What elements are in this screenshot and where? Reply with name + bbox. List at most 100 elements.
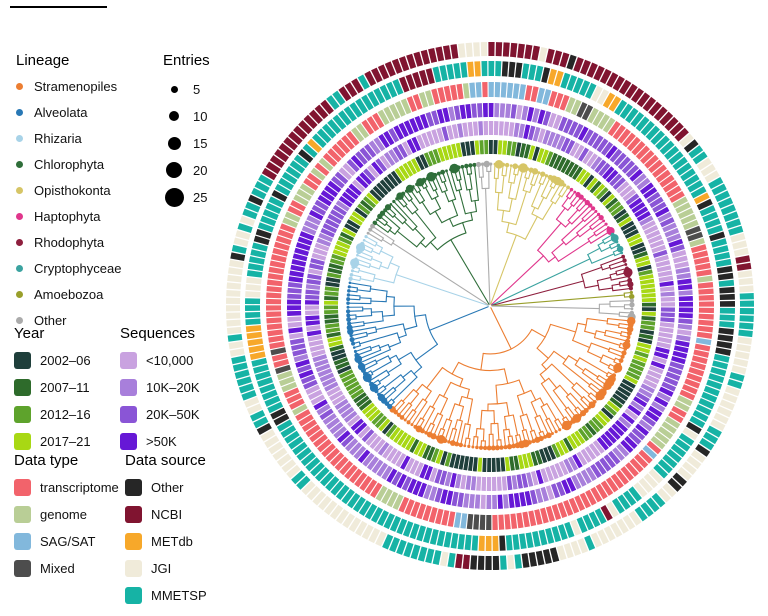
legend-year-items: 2002–06 2007–11 2012–16 2017–21 bbox=[14, 352, 91, 450]
data-source-item-label: JGI bbox=[151, 561, 172, 576]
data-type-item: transcriptome bbox=[14, 479, 119, 496]
data-source-item: Other bbox=[125, 479, 207, 496]
lineage-item-label: Chlorophyta bbox=[34, 156, 105, 172]
data-source-color-swatch bbox=[125, 533, 142, 550]
data-source-item: MMETSP bbox=[125, 587, 207, 604]
data-type-color-swatch bbox=[14, 560, 31, 577]
ring-data-type bbox=[265, 81, 715, 531]
data-source-item: METdb bbox=[125, 533, 207, 550]
entries-item: 25 bbox=[163, 187, 210, 207]
lineage-color-dot bbox=[16, 238, 23, 246]
sequences-item-label: >50K bbox=[146, 434, 177, 449]
entries-item: 20 bbox=[163, 160, 210, 180]
leaf-dots bbox=[345, 159, 636, 451]
data-type-item-label: SAG/SAT bbox=[40, 534, 96, 549]
data-source-item-label: NCBI bbox=[151, 507, 183, 522]
year-item-label: 2017–21 bbox=[40, 434, 91, 449]
entries-size-dot bbox=[166, 162, 182, 178]
data-type-item: genome bbox=[14, 506, 119, 523]
sequences-color-swatch bbox=[120, 433, 137, 450]
legend-year: Year 2002–06 2007–11 2012–16 bbox=[14, 325, 91, 460]
data-source-item: NCBI bbox=[125, 506, 207, 523]
sequences-item-label: <10,000 bbox=[146, 353, 194, 368]
legend-data-source: Data source Other NCBI METdb bbox=[125, 452, 207, 614]
year-item: 2002–06 bbox=[14, 352, 91, 369]
year-item: 2007–11 bbox=[14, 379, 91, 396]
year-item-label: 2002–06 bbox=[40, 353, 91, 368]
lineage-color-dot bbox=[16, 108, 23, 116]
entries-item-label: 5 bbox=[193, 81, 201, 97]
lineage-item-label: Rhizaria bbox=[34, 130, 82, 146]
year-item: 2017–21 bbox=[14, 433, 91, 450]
lineage-item: Rhizaria bbox=[16, 130, 121, 146]
sequences-item-label: 20K–50K bbox=[146, 407, 200, 422]
entries-item: 10 bbox=[163, 106, 210, 126]
entries-dot-cell bbox=[163, 111, 185, 121]
lineage-item: Other bbox=[16, 312, 121, 328]
entries-item-label: 15 bbox=[193, 135, 208, 151]
data-type-item: Mixed bbox=[14, 560, 119, 577]
data-source-item-label: METdb bbox=[151, 534, 193, 549]
entries-dot-cell bbox=[163, 187, 185, 207]
lineage-color-dot bbox=[16, 264, 23, 272]
data-type-item: SAG/SAT bbox=[14, 533, 119, 550]
lineage-item-label: Amoebozoa bbox=[34, 286, 104, 302]
legend-data-type-items: transcriptome genome SAG/SAT Mixed bbox=[14, 479, 119, 577]
year-color-swatch bbox=[14, 379, 31, 396]
legend-sequences-items: <10,000 10K–20K 20K–50K >50K bbox=[120, 352, 200, 450]
lineage-color-dot bbox=[16, 134, 23, 142]
year-item-label: 2007–11 bbox=[40, 380, 90, 395]
sequences-color-swatch bbox=[120, 352, 137, 369]
lineage-color-dot bbox=[16, 316, 23, 324]
entries-item-label: 10 bbox=[193, 108, 208, 124]
legend-sequences: Sequences <10,000 10K–20K 20K–50K bbox=[120, 325, 200, 460]
data-type-color-swatch bbox=[14, 533, 31, 550]
entries-dot-cell bbox=[163, 85, 185, 93]
lineage-item: Cryptophyceae bbox=[16, 261, 121, 276]
entries-item-label: 25 bbox=[193, 189, 208, 205]
ring-year bbox=[323, 139, 657, 473]
year-color-swatch bbox=[14, 433, 31, 450]
entries-dot-cell bbox=[163, 162, 185, 178]
legend-entries: Entries 5 10 bbox=[163, 52, 210, 214]
sequences-item-label: 10K–20K bbox=[146, 380, 200, 395]
year-item: 2012–16 bbox=[14, 406, 91, 423]
data-type-item-label: genome bbox=[40, 507, 87, 522]
entries-item-label: 20 bbox=[193, 162, 208, 178]
data-type-color-swatch bbox=[14, 506, 31, 523]
ring-sequences-outer bbox=[286, 102, 694, 510]
legend-lineage-title: Lineage bbox=[16, 52, 70, 69]
legend-lineage: Lineage Stramenopiles Alveolata Rhizaria bbox=[16, 52, 121, 339]
entries-item: 5 bbox=[163, 79, 210, 99]
sequences-color-swatch bbox=[120, 406, 137, 423]
lineage-item: Opisthokonta bbox=[16, 182, 121, 198]
data-type-color-swatch bbox=[14, 479, 31, 496]
lineage-color-dot bbox=[16, 186, 23, 194]
entries-dot-cell bbox=[163, 136, 185, 150]
lineage-item-label: Other bbox=[34, 312, 67, 328]
year-color-swatch bbox=[14, 406, 31, 423]
lineage-item-label: Opisthokonta bbox=[34, 182, 111, 198]
lineage-item: Chlorophyta bbox=[16, 156, 121, 172]
data-source-item-label: Other bbox=[151, 480, 184, 495]
lineage-item: Stramenopiles bbox=[16, 78, 121, 94]
sequences-item: >50K bbox=[120, 433, 200, 450]
legend-data-source-items: Other NCBI METdb JGI bbox=[125, 479, 207, 604]
sequences-item: 20K–50K bbox=[120, 406, 200, 423]
entries-item: 15 bbox=[163, 133, 210, 153]
legend-sequences-title: Sequences bbox=[120, 325, 196, 342]
lineage-item-label: Rhodophyta bbox=[34, 234, 105, 250]
data-source-color-swatch bbox=[125, 506, 142, 523]
data-source-item: JGI bbox=[125, 560, 207, 577]
ring-sequences-inner bbox=[304, 120, 676, 492]
lineage-item: Haptophyta bbox=[16, 209, 121, 224]
lineage-color-dot bbox=[16, 212, 23, 220]
data-source-color-swatch bbox=[125, 479, 142, 496]
ring-data-source-inner bbox=[244, 60, 736, 552]
lineage-item-label: Stramenopiles bbox=[34, 78, 118, 94]
entries-size-dot bbox=[169, 111, 179, 121]
legend-lineage-items: Stramenopiles Alveolata Rhizaria Chlorop… bbox=[16, 78, 121, 328]
year-item-label: 2012–16 bbox=[40, 407, 91, 422]
data-type-item-label: Mixed bbox=[40, 561, 75, 576]
